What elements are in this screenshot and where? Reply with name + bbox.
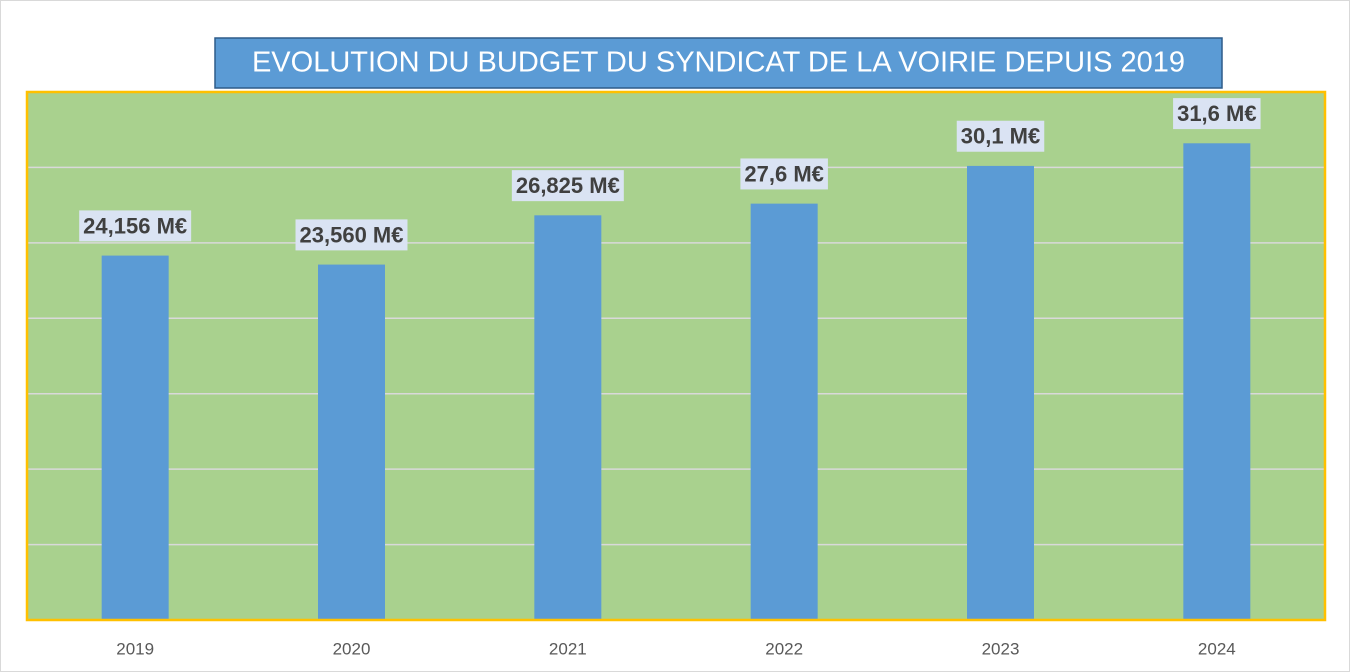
value-label: 30,1 M€ bbox=[961, 124, 1041, 149]
value-label: 24,156 M€ bbox=[83, 213, 187, 238]
value-label: 31,6 M€ bbox=[1177, 101, 1257, 126]
value-label-box bbox=[956, 120, 1045, 152]
plot-area bbox=[27, 92, 1325, 620]
x-tick-label: 2020 bbox=[333, 639, 371, 658]
plot-border bbox=[25, 90, 1327, 622]
value-label-box bbox=[79, 210, 192, 242]
value-label: 27,6 M€ bbox=[744, 161, 824, 186]
chart-title: EVOLUTION DU BUDGET DU SYNDICAT DE LA VO… bbox=[252, 47, 1185, 79]
x-tick-label: 2019 bbox=[116, 639, 154, 658]
value-label-box bbox=[511, 170, 624, 202]
bar bbox=[967, 165, 1034, 621]
x-tick-label: 2024 bbox=[1198, 639, 1236, 658]
bar bbox=[534, 215, 602, 620]
value-label-box bbox=[740, 158, 828, 190]
value-label-box bbox=[295, 219, 408, 251]
title-box bbox=[214, 37, 1223, 89]
x-tick-label: 2021 bbox=[549, 639, 587, 658]
bar bbox=[101, 255, 169, 621]
bar bbox=[318, 264, 385, 620]
bar bbox=[1183, 143, 1251, 620]
x-tick-label: 2022 bbox=[765, 639, 803, 658]
value-label-box bbox=[1173, 98, 1261, 130]
x-tick-label: 2023 bbox=[982, 639, 1020, 658]
bar bbox=[750, 203, 818, 621]
value-label: 23,560 M€ bbox=[300, 222, 404, 247]
value-label: 26,825 M€ bbox=[516, 173, 620, 198]
